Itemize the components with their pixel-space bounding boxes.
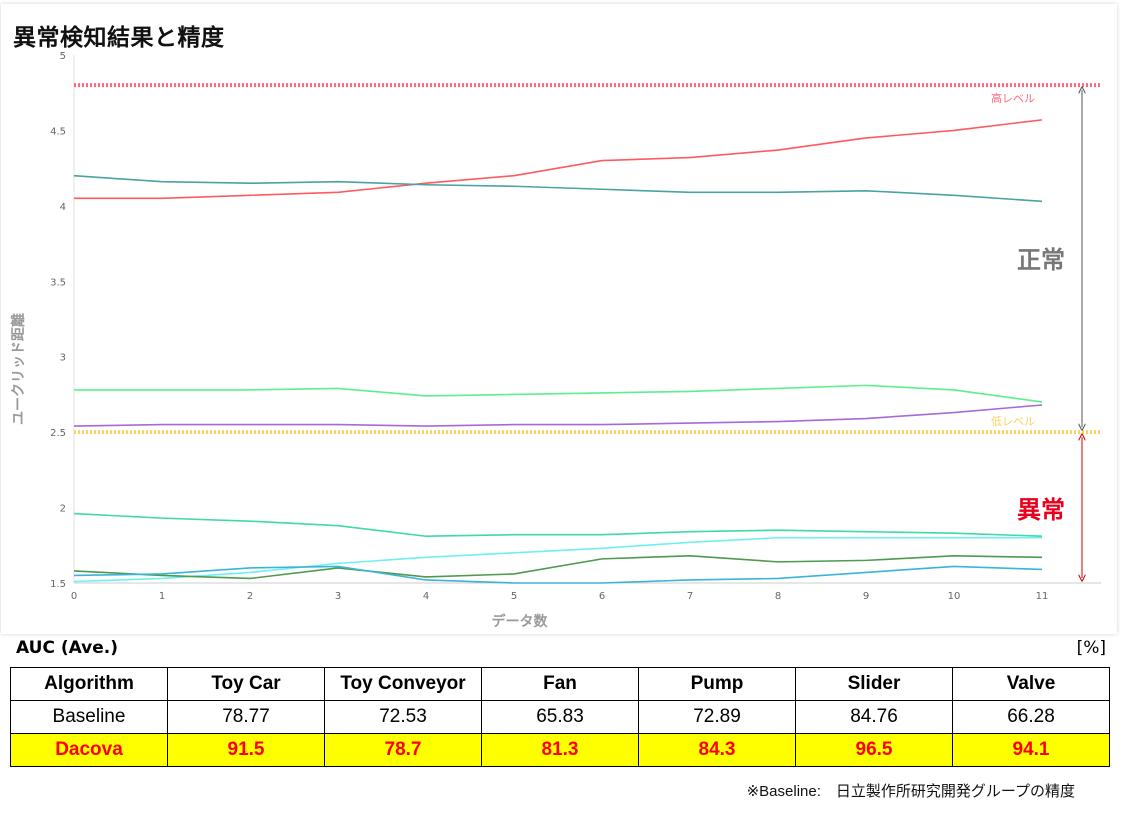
header-cell: Toy Car [167, 667, 325, 701]
series-line-7 [73, 555, 1043, 580]
series-line-8 [73, 565, 1043, 584]
auc-table: Algorithm Toy Car Toy Conveyor Fan Pump … [10, 667, 1110, 767]
anomaly-zone-label: 異常 [1017, 496, 1065, 524]
page-title: 異常検知結果と精度 [13, 25, 225, 51]
normal-zone-label: 正常 [1017, 246, 1065, 274]
line-chart: 0 1 2 3 4 5 6 7 8 9 10 11 1.5 2 2.5 3 3.5 4 4.5 5 データ数 ユークリッド… [10, 51, 1101, 630]
series-line-4 [73, 404, 1043, 427]
x-tick-label: 9 [863, 591, 869, 602]
y-axis-title: ユークリッド距離 [10, 313, 27, 425]
table-row-dacova: Dacova 91.5 78.7 81.3 84.3 96.5 94.1 [10, 733, 1110, 767]
x-tick-label: 0 [71, 591, 77, 602]
chart-panel: 異常検知結果と精度 0 1 2 3 4 5 6 7 8 9 10 11 1.5 2 2.5 3 3.5 4 4.5 5… [1, 4, 1117, 634]
y-tick-label: 3 [60, 353, 66, 364]
table-cell: 96.5 [795, 733, 953, 767]
table-cell: Dacova [10, 733, 168, 767]
header-cell: Toy Conveyor [324, 667, 482, 701]
x-tick-label: 5 [511, 591, 517, 602]
y-tick-label: 4.5 [50, 126, 66, 137]
y-tick-label: 3.5 [50, 277, 66, 288]
x-tick-label: 8 [775, 591, 781, 602]
y-tick-label: 2 [60, 504, 66, 515]
series-line-1 [74, 119, 1043, 200]
table-cell: 81.3 [481, 733, 639, 767]
table-cell: 65.83 [481, 700, 639, 734]
x-tick-label: 4 [423, 591, 429, 602]
high-level-label: 高レベル [991, 91, 1035, 105]
header-cell: Pump [638, 667, 796, 701]
table-cell: 72.89 [638, 700, 796, 734]
table-cell: 84.3 [638, 733, 796, 767]
y-tick-label: 4 [60, 202, 66, 213]
table-cell: 78.7 [324, 733, 482, 767]
unit-label: [%] [1076, 638, 1106, 658]
x-axis-title: データ数 [492, 613, 549, 630]
table-cell: 72.53 [324, 700, 482, 734]
series-line-2 [73, 174, 1043, 203]
header-cell: Slider [795, 667, 953, 701]
footnote: ※Baseline: 日立製作所研究開発グループの精度 [746, 783, 1075, 800]
y-tick-label: 1.5 [50, 579, 66, 590]
table-row-baseline: Baseline 78.77 72.53 65.83 72.89 84.76 6… [10, 700, 1110, 734]
table-cell: 94.1 [952, 733, 1110, 767]
series-line-5 [73, 512, 1043, 538]
header-cell: Valve [952, 667, 1110, 701]
low-level-label: 低レベル [991, 415, 1035, 428]
x-tick-label: 1 [159, 591, 165, 602]
header-cell: Algorithm [10, 667, 168, 701]
table-cell: 78.77 [167, 700, 325, 734]
x-tick-label: 11 [1036, 591, 1049, 602]
header-cell: Fan [481, 667, 639, 701]
series-line-6 [73, 536, 1042, 583]
table-cell: Baseline [10, 700, 168, 734]
x-tick-label: 6 [599, 591, 605, 602]
x-tick-label: 10 [948, 591, 961, 602]
table-cell: 66.28 [952, 700, 1110, 734]
x-tick-label: 2 [247, 591, 253, 602]
y-tick-label: 5 [60, 51, 66, 62]
x-tick-label: 7 [687, 591, 693, 602]
table-header-row: Algorithm Toy Car Toy Conveyor Fan Pump … [10, 667, 1110, 701]
x-tick-label: 3 [335, 591, 341, 602]
y-tick-label: 2.5 [50, 428, 66, 439]
table-cell: 91.5 [167, 733, 325, 767]
series-line-3 [74, 384, 1043, 403]
auc-title: AUC (Ave.) [16, 638, 118, 658]
table-cell: 84.76 [795, 700, 953, 734]
